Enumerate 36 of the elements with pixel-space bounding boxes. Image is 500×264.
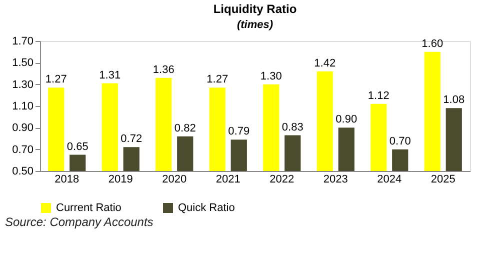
- x-tick-label: 2022: [270, 174, 294, 186]
- chart-subtitle: (times): [236, 19, 274, 31]
- y-tick-label: 1.50: [12, 57, 34, 70]
- data-label: 0.65: [66, 140, 88, 153]
- x-tick-label: 2019: [108, 174, 133, 186]
- source-note: Source: Company Accounts: [5, 215, 154, 229]
- y-tick-label: 1.70: [12, 36, 34, 48]
- data-label: 0.70: [389, 135, 411, 148]
- x-tick-label: 2021: [216, 174, 240, 186]
- y-tick-label: 0.70: [12, 144, 34, 156]
- y-tick-label: 1.10: [12, 100, 34, 112]
- data-label: 1.12: [368, 90, 390, 102]
- y-tick-label: 0.90: [12, 122, 34, 134]
- legend-label: Quick Ratio: [178, 202, 235, 214]
- data-label: 0.79: [228, 126, 250, 138]
- data-label: 1.27: [45, 74, 67, 86]
- data-label: 0.83: [282, 121, 304, 134]
- x-tick-label: 2018: [54, 174, 80, 186]
- chart-title: Liquidity Ratio: [213, 2, 297, 16]
- data-label: 1.31: [99, 69, 121, 82]
- data-label: 1.42: [314, 57, 336, 70]
- data-label: 1.27: [206, 74, 228, 86]
- data-label: 1.30: [260, 70, 282, 82]
- data-label: 0.82: [174, 122, 196, 134]
- legend-label: Current Ratio: [56, 202, 122, 214]
- x-tick-label: 2024: [377, 174, 402, 186]
- data-label: 1.60: [422, 38, 444, 50]
- y-tick-label: 0.50: [12, 166, 34, 178]
- x-tick-label: 2025: [430, 174, 456, 186]
- data-label: 0.72: [120, 133, 142, 146]
- data-label: 0.90: [336, 114, 358, 126]
- data-label: 1.36: [152, 64, 174, 76]
- y-tick-label: 1.30: [12, 78, 34, 91]
- x-tick-label: 2020: [162, 174, 187, 186]
- x-tick-label: 2023: [323, 174, 348, 186]
- data-label: 1.08: [443, 94, 465, 106]
